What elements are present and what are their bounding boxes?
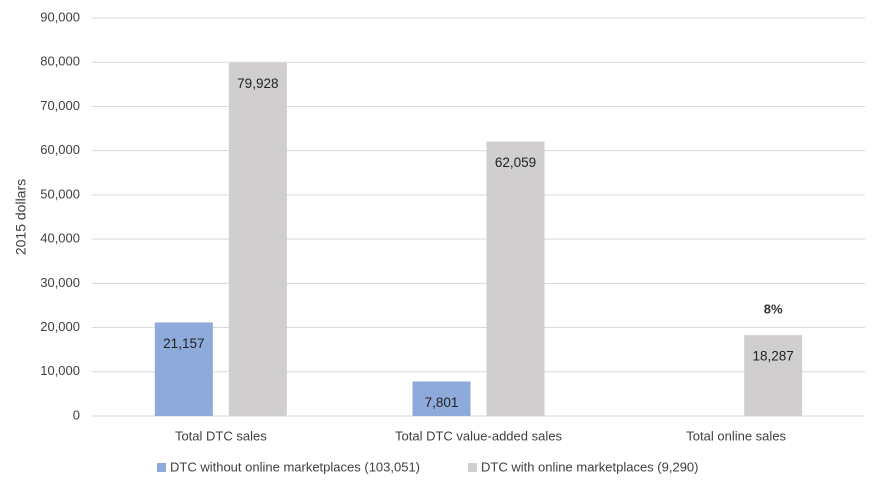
bar xyxy=(228,62,287,417)
x-tick-label: Total DTC sales xyxy=(175,428,267,443)
legend-swatch xyxy=(157,463,166,472)
value-label: 79,928 xyxy=(237,76,278,91)
bar xyxy=(744,335,803,416)
y-tick-label: 80,000 xyxy=(40,54,80,69)
y-tick-label: 10,000 xyxy=(40,363,80,378)
y-tick-label: 50,000 xyxy=(40,186,80,201)
x-tick-label: Total DTC value-added sales xyxy=(395,428,562,443)
y-tick-label: 0 xyxy=(73,407,80,422)
value-label: 7,801 xyxy=(425,395,459,410)
y-tick-label: 70,000 xyxy=(40,98,80,113)
x-tick-label: Total online sales xyxy=(686,428,786,443)
y-tick-label: 90,000 xyxy=(40,9,80,24)
annotation: 8% xyxy=(764,302,783,317)
legend-label: DTC without online marketplaces (103,051… xyxy=(170,459,420,474)
bar xyxy=(412,381,471,416)
value-label: 18,287 xyxy=(753,349,794,364)
legend-swatch xyxy=(468,463,477,472)
y-tick-label: 40,000 xyxy=(40,231,80,246)
bar xyxy=(486,141,545,416)
y-tick-label: 20,000 xyxy=(40,319,80,334)
y-tick-label: 30,000 xyxy=(40,275,80,290)
bar xyxy=(154,322,213,416)
value-label: 62,059 xyxy=(495,155,536,170)
legend-label: DTC with online marketplaces (9,290) xyxy=(481,459,698,474)
y-axis-label: 2015 dollars xyxy=(13,179,29,255)
y-tick-label: 60,000 xyxy=(40,142,80,157)
value-label: 21,157 xyxy=(163,336,204,351)
